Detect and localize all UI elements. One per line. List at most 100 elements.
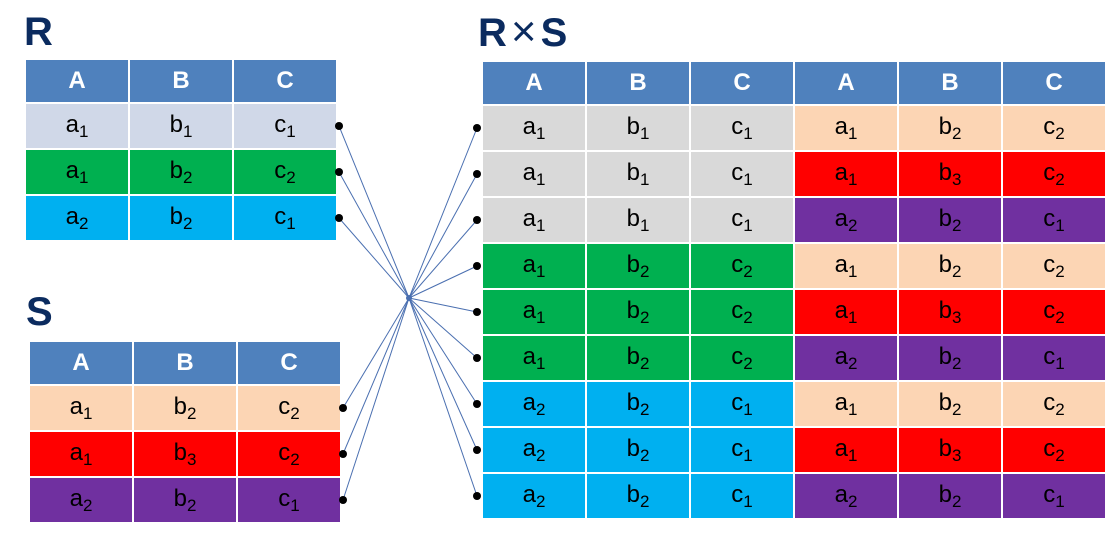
table-row: a1 b2 c2 a2 b2 c1 — [483, 336, 1105, 380]
tuple-cell: a1 — [483, 336, 585, 380]
value-subscript: 2 — [78, 213, 89, 233]
tuple-cell: c2 — [1003, 152, 1105, 196]
value-letter: c — [274, 156, 287, 184]
value-subscript: 2 — [639, 261, 650, 281]
tuple-cell: c2 — [238, 432, 340, 476]
value-letter: a — [834, 112, 848, 140]
value-subscript: 2 — [951, 491, 962, 511]
value-letter: b — [938, 296, 952, 324]
value-subscript: 2 — [743, 353, 753, 373]
value-letter: c — [278, 392, 291, 420]
value-subscript: 3 — [186, 449, 197, 469]
tuple-cell: a2 — [30, 478, 132, 522]
value-letter: b — [626, 112, 640, 140]
tuple-cell: b2 — [587, 244, 689, 288]
table-row: a2 b2 c1 a1 b3 c2 — [483, 428, 1105, 472]
connector-dot — [335, 214, 343, 222]
value-subscript: 1 — [639, 123, 650, 143]
value-letter: b — [173, 484, 187, 512]
value-subscript: 1 — [847, 123, 858, 143]
tuple-cell: a1 — [795, 244, 897, 288]
tuple-cell: a1 — [30, 432, 132, 476]
connection-line — [338, 217, 410, 299]
column-header-a: A — [30, 342, 132, 384]
value-letter: b — [626, 296, 640, 324]
tuple-cell: c1 — [691, 106, 793, 150]
value-subscript: 2 — [639, 491, 650, 511]
tuple-cell: c1 — [691, 428, 793, 472]
value-letter: a — [834, 296, 848, 324]
value-subscript: 1 — [847, 399, 858, 419]
value-letter: c — [1043, 112, 1056, 140]
tuple-cell: b2 — [899, 106, 1001, 150]
value-subscript: 1 — [78, 121, 89, 141]
value-subscript: 1 — [535, 261, 546, 281]
value-letter: c — [1043, 388, 1056, 416]
value-subscript: 1 — [743, 399, 753, 419]
value-letter: b — [169, 202, 183, 230]
connector-dot — [473, 308, 481, 316]
value-letter: c — [1043, 342, 1056, 370]
tuple-cell: b2 — [130, 150, 232, 194]
value-subscript: 2 — [951, 123, 962, 143]
value-subscript: 2 — [951, 261, 962, 281]
tuple-cell: c2 — [1003, 428, 1105, 472]
table-row: a1 b2 c2 — [30, 386, 340, 430]
tuple-cell: a2 — [795, 474, 897, 518]
value-subscript: 2 — [535, 445, 546, 465]
tuple-cell: a2 — [483, 382, 585, 426]
value-subscript: 2 — [290, 403, 300, 423]
value-letter: a — [65, 156, 79, 184]
table-row: a2 b2 c1 — [26, 196, 336, 240]
value-subscript: 3 — [951, 445, 962, 465]
tuple-cell: a1 — [26, 104, 128, 148]
tuple-cell: b2 — [899, 336, 1001, 380]
value-subscript: 2 — [743, 261, 753, 281]
tuple-cell: c1 — [691, 474, 793, 518]
value-subscript: 1 — [743, 169, 753, 189]
value-letter: c — [274, 202, 287, 230]
connection-line — [408, 297, 478, 359]
tuple-cell: a1 — [483, 244, 585, 288]
value-letter: a — [69, 484, 83, 512]
tuple-cell: b3 — [899, 152, 1001, 196]
product-title-right: S — [540, 11, 568, 55]
tuple-cell: c2 — [691, 244, 793, 288]
value-subscript: 1 — [182, 121, 193, 141]
tuple-cell: a1 — [483, 152, 585, 196]
value-subscript: 2 — [639, 353, 650, 373]
value-subscript: 2 — [1055, 445, 1065, 465]
value-subscript: 2 — [535, 491, 546, 511]
tuple-cell: b2 — [587, 290, 689, 334]
value-letter: b — [169, 110, 183, 138]
value-subscript: 2 — [535, 399, 546, 419]
value-subscript: 1 — [847, 261, 858, 281]
tuple-cell: b1 — [130, 104, 232, 148]
product-title: R× S — [478, 10, 568, 55]
tuple-cell: b2 — [899, 244, 1001, 288]
tuple-cell: c2 — [1003, 244, 1105, 288]
column-header-a: A — [795, 62, 897, 104]
value-subscript: 2 — [186, 403, 197, 423]
value-subscript: 2 — [286, 167, 296, 187]
value-letter: b — [938, 388, 952, 416]
value-letter: a — [522, 342, 536, 370]
value-letter: a — [65, 202, 79, 230]
tuple-cell: c1 — [234, 196, 336, 240]
value-letter: b — [626, 250, 640, 278]
value-letter: a — [834, 434, 848, 462]
cross-product-operator: × — [510, 7, 537, 56]
value-subscript: 2 — [847, 491, 858, 511]
column-header-c: C — [691, 62, 793, 104]
table-row: a2 b2 c1 — [30, 478, 340, 522]
value-subscript: 1 — [535, 353, 546, 373]
connection-line — [408, 173, 478, 299]
tuple-cell: b2 — [899, 198, 1001, 242]
value-letter: a — [522, 434, 536, 462]
tuple-cell: b2 — [587, 474, 689, 518]
value-letter: b — [173, 392, 187, 420]
connection-line — [338, 171, 410, 299]
value-subscript: 2 — [951, 399, 962, 419]
